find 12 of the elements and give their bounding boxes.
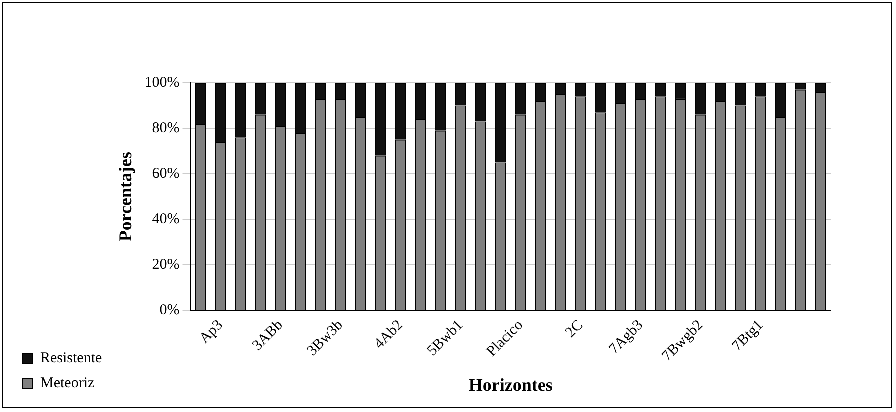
legend-label: Meteoriz — [40, 375, 95, 392]
y-tick-label: 40% — [152, 212, 180, 228]
y-tick-label: 20% — [152, 257, 180, 274]
x-axis-title: Horizontes — [468, 374, 553, 395]
legend-label: Resistente — [40, 350, 102, 366]
x-tick-label: Ap3 — [196, 317, 226, 347]
y-tick-label: 100% — [144, 74, 180, 91]
y-axis-title: Porcentajes — [116, 152, 136, 242]
y-tick-label: 0% — [160, 302, 180, 319]
y-tick-label: 80% — [152, 120, 180, 136]
y-tick-label: 60% — [152, 166, 180, 182]
x-tick-label: 2C — [562, 317, 587, 342]
